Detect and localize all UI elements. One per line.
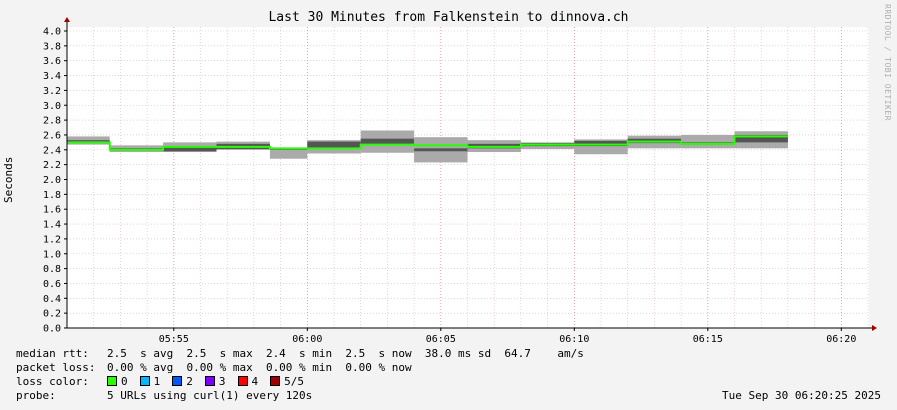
y-tick-label: 1.2 (43, 234, 61, 245)
loss-color-label: loss color: (16, 375, 89, 388)
y-tick-label: 2.2 (43, 160, 61, 171)
y-tick-label: 2.6 (43, 130, 61, 141)
x-tick-label: 06:05 (426, 334, 456, 345)
probe-label: probe: (16, 389, 56, 402)
median-rtt-values: 2.5 s avg 2.5 s max 2.4 s min 2.5 s now … (107, 347, 584, 360)
y-tick-label: 3.8 (43, 41, 61, 52)
packet-loss-values: 0.00 % avg 0.00 % max 0.00 % min 0.00 % … (107, 361, 412, 374)
loss-color-swatch (139, 376, 150, 386)
loss-color-swatch (237, 376, 248, 386)
y-tick-label: 2.4 (43, 145, 61, 156)
y-tick-label: 3.4 (43, 71, 61, 82)
loss-color-label: 4 (251, 375, 259, 388)
y-tick-label: 1.8 (43, 190, 61, 201)
chart-plot-area: 0.0 0.2 0.4 0.6 0.8 1.0 1.2 1.4 1.6 1.8 2.0 2.2 2.4 2… (43, 17, 877, 345)
loss-color-label: 3 (218, 375, 226, 388)
loss-color-swatch (204, 376, 215, 386)
median-rtt-row: median rtt: 2.5 s avg 2.5 s max 2.4 s min… (16, 347, 584, 360)
loss-color-item: 3 (204, 375, 226, 388)
y-tick-label: 0.4 (43, 294, 61, 305)
packet-loss-label: packet loss: (16, 361, 96, 374)
loss-color-swatch (107, 376, 117, 386)
loss-color-swatch (270, 376, 281, 386)
y-tick-label: 4.0 (43, 27, 61, 38)
loss-color-item: 0 (107, 375, 128, 388)
plot-background (67, 27, 869, 328)
rrdtool-watermark: RRDTOOL / TOBI OETIKER (883, 4, 892, 121)
y-tick-label: 1.6 (43, 205, 61, 216)
loss-color-row: loss color: 0 1 2 3 4 5/5 (16, 375, 316, 388)
probe-row: probe: 5 URLs using curl(1) every 120s (16, 389, 312, 402)
y-tick-label: 1.0 (43, 249, 61, 260)
smoke-band-outer (269, 147, 308, 159)
loss-color-label: 2 (186, 375, 193, 388)
y-tick-label: 0.6 (43, 279, 61, 290)
smoke-band-inner (574, 140, 628, 147)
loss-color-label: 1 (153, 375, 161, 388)
loss-color-item: 2 (172, 375, 193, 388)
x-tick-label: 06:20 (826, 334, 856, 345)
loss-color-swatch (172, 376, 183, 386)
y-tick-label: 0.8 (43, 264, 61, 275)
x-tick-label: 06:10 (559, 334, 589, 345)
y-tick-label: 3.0 (43, 101, 61, 112)
chart-title: Last 30 Minutes from Falkenstein to dinn… (268, 10, 629, 25)
x-tick-label: 06:15 (693, 334, 723, 345)
y-tick-label: 1.4 (43, 220, 61, 231)
y-tick-label: 3.6 (43, 56, 61, 67)
smoke-band-inner (734, 134, 788, 143)
smoke-band-inner (414, 148, 468, 152)
loss-color-label: 0 (121, 375, 128, 388)
loss-color-label: 5/5 (284, 375, 304, 388)
timestamp: Tue Sep 30 06:20:25 2025 (722, 389, 881, 402)
median-rtt-label: median rtt: (16, 347, 89, 360)
smoke-band-outer (681, 134, 735, 149)
y-tick-label: 2.8 (43, 116, 61, 127)
y-tick-label: 2.0 (43, 175, 61, 186)
x-tick-label: 05:55 (159, 334, 189, 345)
loss-color-item: 5/5 (270, 375, 304, 388)
loss-color-item: 4 (237, 375, 259, 388)
smoke-band-inner (307, 141, 361, 148)
y-tick-label: 3.2 (43, 86, 61, 97)
median-rtt-line (67, 135, 788, 151)
smoke-band-inner (360, 138, 415, 145)
y-tick-label: 0.2 (43, 309, 61, 320)
loss-color-swatches: 0 1 2 3 4 5/5 (107, 375, 316, 388)
x-tick-label: 06:00 (292, 334, 322, 345)
y-tick-label: 0.0 (43, 324, 61, 335)
smoke-band-inner (163, 146, 217, 152)
loss-color-item: 1 (139, 375, 161, 388)
y-axis-arrow-icon (64, 17, 70, 22)
probe-value: 5 URLs using curl(1) every 120s (107, 389, 313, 402)
packet-loss-row: packet loss: 0.00 % avg 0.00 % max 0.00 %… (16, 361, 412, 374)
x-axis-arrow-icon (872, 325, 877, 331)
